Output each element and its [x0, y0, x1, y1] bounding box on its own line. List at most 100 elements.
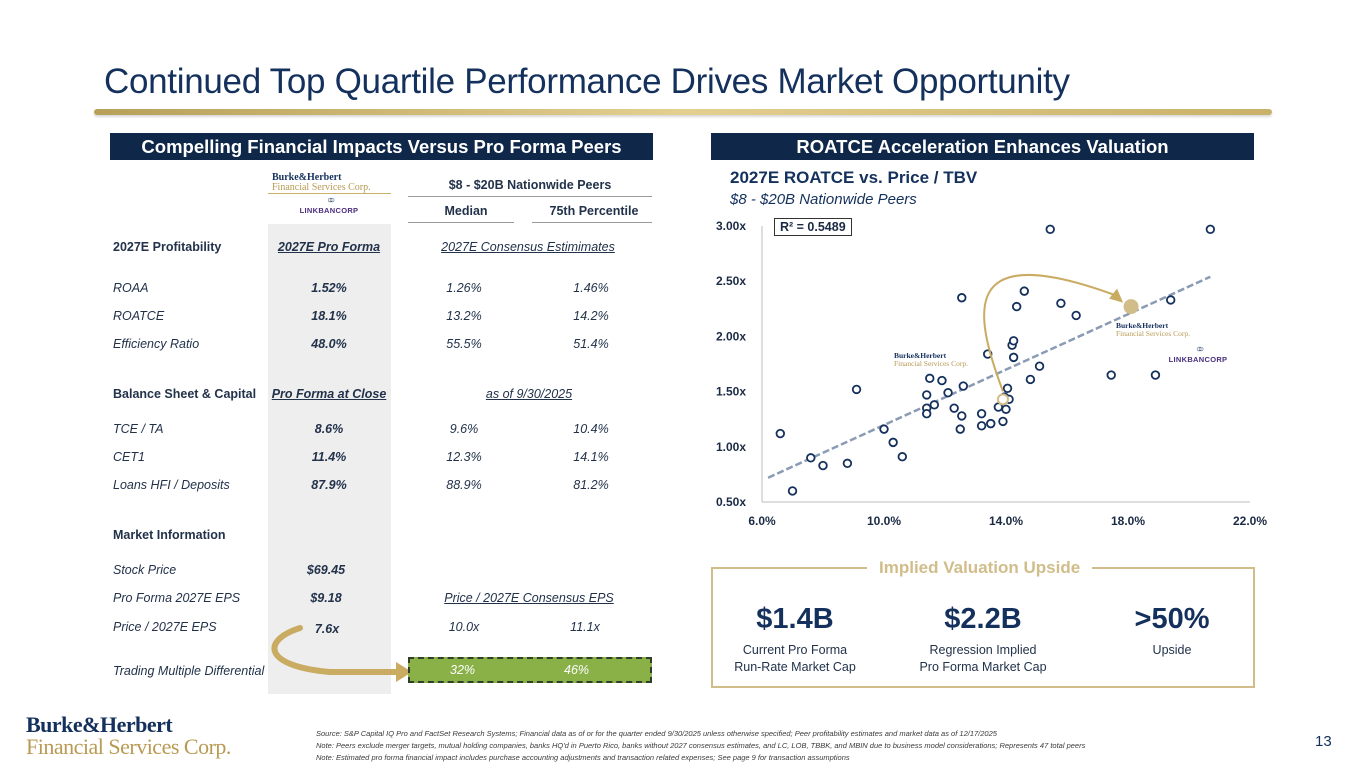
pe-median-value: 10.0x — [448, 620, 480, 634]
peer-point — [1019, 286, 1030, 296]
r-squared-label: R² = 0.5489 — [774, 218, 852, 236]
peer-point — [958, 381, 968, 391]
peer-point — [1106, 370, 1116, 380]
footnote-estimates: Note: Estimated pro forma financial impa… — [316, 753, 850, 762]
peer-point — [929, 400, 940, 410]
pe-consensus-header: Price / 2027E Consensus EPS — [444, 591, 614, 605]
regression-market-cap-line2: Pro Forma Market Cap — [919, 660, 1047, 674]
bh-proforma-point — [1123, 299, 1139, 315]
page-number: 13 — [1315, 733, 1332, 750]
y-tick-label: 2.50x — [716, 274, 746, 288]
stock-price-label: Stock Price — [113, 563, 177, 577]
median-value: 12.3% — [446, 450, 482, 464]
pro-forma-value: 87.9% — [311, 478, 347, 492]
peer-point — [806, 453, 816, 463]
y-tick-label: 2.00x — [716, 329, 746, 343]
peer-point — [957, 293, 967, 303]
row-label: Efficiency Ratio — [113, 337, 200, 351]
peer-point — [851, 384, 862, 395]
acceleration-arrowhead — [1109, 288, 1124, 303]
stock-price-value: $69.45 — [306, 563, 346, 577]
peer-point — [922, 390, 932, 400]
peer-point — [943, 388, 953, 398]
x-tick-label: 22.0% — [1233, 514, 1267, 528]
peer-point — [1150, 370, 1161, 380]
pro-forma-header: 2027E Pro Forma — [277, 240, 381, 254]
row-label: CET1 — [113, 450, 145, 464]
row-label: ROATCE — [113, 309, 165, 323]
p75-value: 14.2% — [573, 309, 609, 323]
chart-subtitle: $8 - $20B Nationwide Peers — [730, 191, 917, 208]
profitability-header: 2027E Profitability — [113, 240, 222, 254]
median-value: 88.9% — [446, 478, 482, 492]
peer-point — [925, 373, 935, 384]
balance-header: Balance Sheet & Capital — [113, 387, 257, 401]
peer-header-rule — [408, 196, 652, 197]
linkbancorp-logo-chart: ○○ LINKBANCORP — [1168, 344, 1228, 364]
median-col-header: Median — [444, 204, 488, 218]
row-label: Loans HFI / Deposits — [113, 478, 230, 492]
peer-point — [1165, 295, 1176, 305]
peer-point — [922, 408, 932, 419]
x-tick-label: 14.0% — [989, 514, 1023, 528]
pro-forma-column-shade — [268, 224, 391, 694]
median-col-rule — [408, 222, 514, 223]
median-value: 13.2% — [446, 309, 482, 323]
pe-p75-value: 11.1x — [570, 620, 600, 634]
p75-col-rule — [532, 222, 652, 223]
footnotes: Source: S&P Capital IQ Pro and FactSet R… — [316, 728, 1085, 764]
p75-value: 1.46% — [573, 281, 609, 295]
peer-point — [1011, 301, 1022, 312]
peer-point — [955, 424, 965, 434]
peer-point — [879, 424, 889, 434]
current-market-cap-value: $1.4B — [756, 603, 834, 635]
y-tick-label: 1.50x — [716, 385, 746, 399]
logo-divider — [268, 193, 391, 194]
y-tick-label: 1.00x — [716, 440, 746, 454]
pe-label: Price / 2027E EPS — [113, 620, 217, 634]
regression-market-cap-value: $2.2B — [944, 603, 1022, 635]
pro-forma-value: 8.6% — [314, 422, 344, 436]
peer-point — [957, 411, 967, 421]
bh-logo-table: Burke&Herbert Financial Services Corp. — [272, 172, 371, 193]
peer-point — [1001, 404, 1011, 414]
title-divider — [94, 109, 1272, 115]
linkbancorp-logo-table: ○○ LINKBANCORP — [299, 195, 359, 215]
pro-forma-value: 1.52% — [311, 281, 347, 295]
peer-point — [1008, 352, 1019, 363]
p75-value: 51.4% — [573, 337, 609, 351]
p75-value: 81.2% — [573, 478, 609, 492]
p75-value: 10.4% — [573, 422, 609, 436]
peer-point — [1056, 298, 1066, 308]
median-value: 1.26% — [446, 281, 482, 295]
peer-point — [897, 452, 907, 462]
current-market-cap-line1: Current Pro Forma — [742, 643, 848, 657]
implied-valuation-header: Implied Valuation Upside — [867, 558, 1093, 578]
upside-label: Upside — [1152, 643, 1192, 657]
asof-header: as of 9/30/2025 — [485, 387, 573, 401]
left-section-header: Compelling Financial Impacts Versus Pro … — [110, 133, 653, 160]
diff-median-value: 32% — [450, 663, 476, 677]
x-tick-label: 10.0% — [867, 514, 901, 528]
peer-point — [1008, 336, 1019, 346]
x-tick-label: 18.0% — [1111, 514, 1145, 528]
peer-point — [1002, 383, 1013, 393]
pro-forma-value: 48.0% — [311, 337, 347, 351]
median-value: 9.6% — [449, 422, 479, 436]
peer-point — [775, 428, 785, 439]
peer-point — [986, 418, 996, 429]
diff-label: Trading Multiple Differential — [113, 664, 265, 678]
page-title: Continued Top Quartile Performance Drive… — [104, 62, 1070, 101]
chart-title: 2027E ROATCE vs. Price / TBV — [730, 168, 978, 187]
peer-point — [937, 375, 947, 386]
eps-label: Pro Forma 2027E EPS — [113, 591, 241, 605]
median-value: 55.5% — [446, 337, 482, 351]
peer-point — [1045, 224, 1055, 235]
upside-value: >50% — [1134, 603, 1210, 635]
peer-point — [976, 408, 987, 419]
row-label: ROAA — [113, 281, 149, 295]
diff-p75-value: 46% — [564, 663, 590, 677]
current-market-cap-line2: Run-Rate Market Cap — [734, 660, 856, 674]
trading-multiple-differential: 32% 46% — [408, 657, 652, 683]
footnote-peers: Note: Peers exclude merger targets, mutu… — [316, 741, 1086, 750]
